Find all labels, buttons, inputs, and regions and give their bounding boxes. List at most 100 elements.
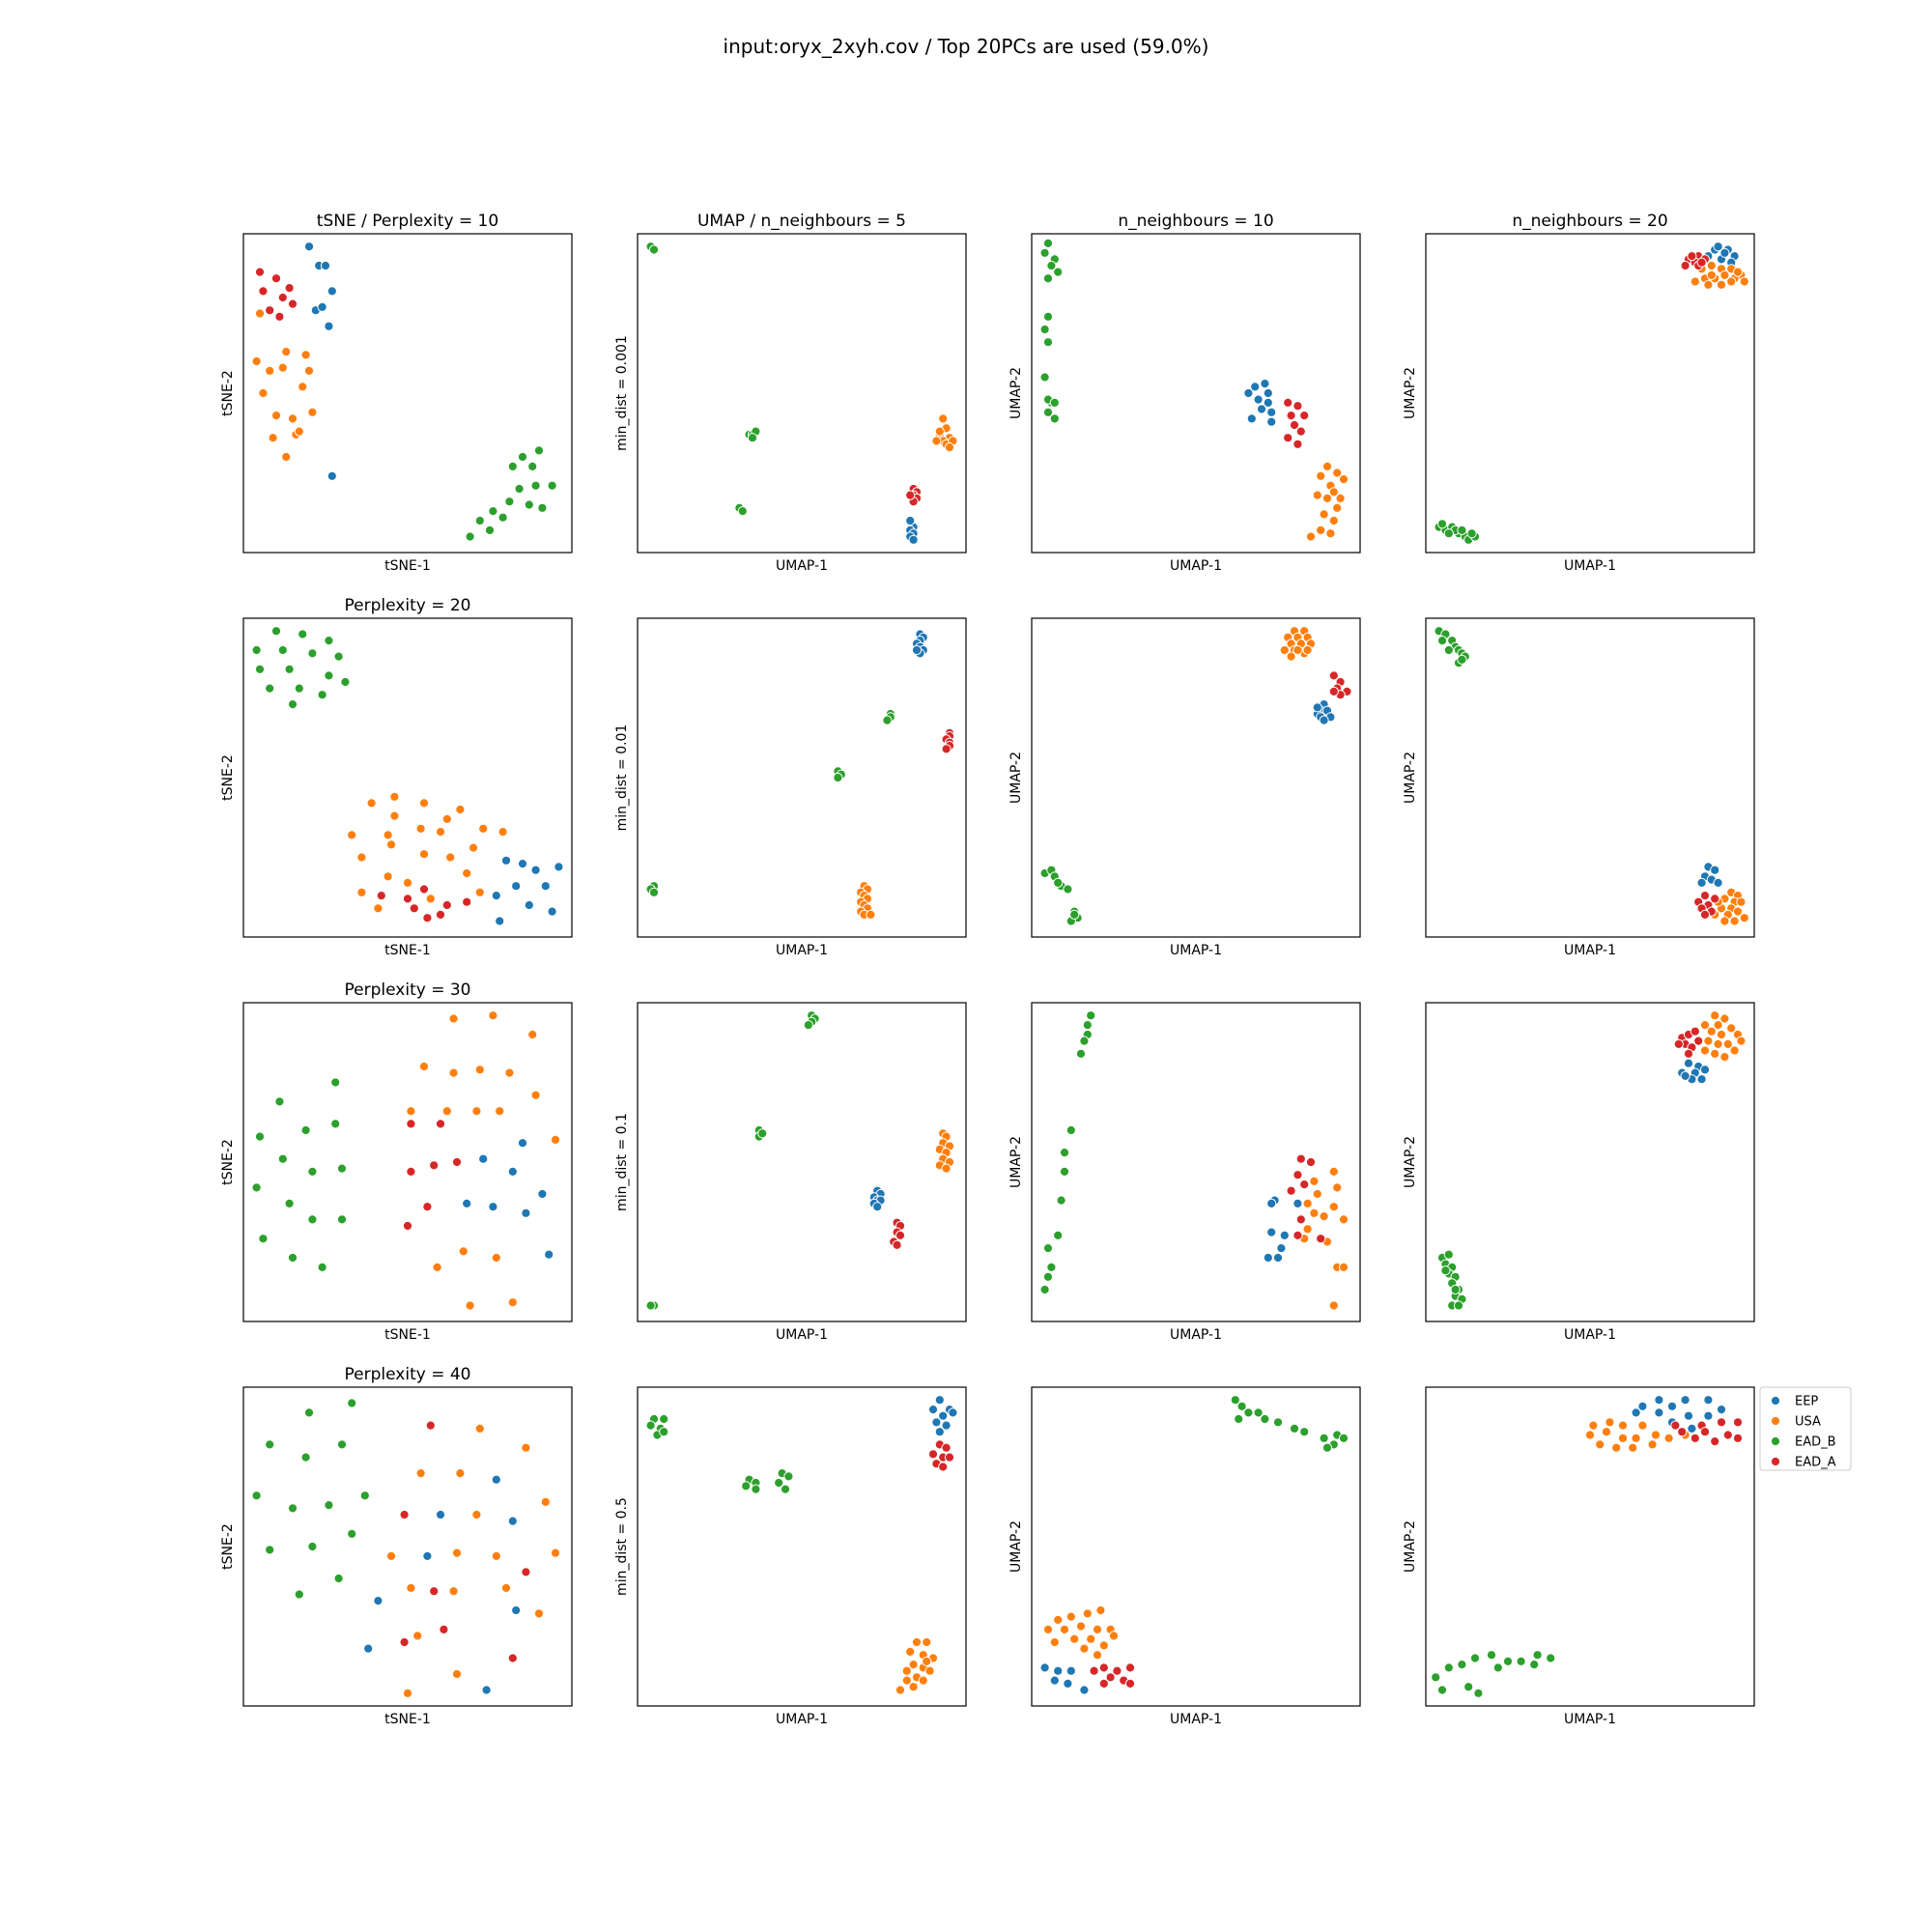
point-ead-a [927, 1449, 939, 1460]
point-usa [1588, 1420, 1599, 1431]
point-eep [1680, 1070, 1690, 1082]
point-ead-b [648, 244, 660, 255]
point-ead-b [254, 1131, 266, 1142]
point-ead-b [1443, 528, 1454, 539]
point-usa [474, 1423, 485, 1435]
y-axis-label: min_dist = 0.001 [614, 335, 630, 451]
point-ead-b [1056, 1195, 1066, 1206]
point-eep [317, 301, 327, 312]
point-usa [366, 798, 377, 809]
point-usa [1611, 1442, 1622, 1453]
x-axis-label: tSNE-1 [384, 1327, 431, 1343]
point-usa [1321, 461, 1333, 471]
point-ead-a [270, 273, 282, 284]
point-ead-b [336, 1439, 348, 1450]
point-eep [1079, 1685, 1090, 1695]
point-usa [908, 1660, 919, 1670]
plot-frame [1031, 1002, 1361, 1322]
point-usa [1335, 493, 1346, 504]
point-eep [1716, 1405, 1727, 1415]
point-usa [1079, 1643, 1090, 1654]
point-usa [1699, 1020, 1711, 1031]
point-usa [435, 827, 446, 838]
point-eep [1680, 1395, 1690, 1406]
point-ead-b [1065, 1124, 1076, 1136]
point-eep [524, 899, 534, 911]
point-usa [307, 407, 318, 417]
y-axis-label: UMAP-2 [1009, 367, 1024, 419]
point-ead-b [265, 683, 275, 694]
point-ead-b [1059, 1148, 1070, 1158]
point-ead-b [1502, 1656, 1514, 1666]
point-ead-a [1124, 1678, 1136, 1690]
point-ead-a [429, 1160, 440, 1171]
point-ead-a [1710, 1436, 1720, 1447]
x-axis-label: UMAP-1 [776, 943, 828, 958]
point-usa [412, 1631, 423, 1641]
point-usa [1328, 487, 1339, 497]
point-usa [1595, 1439, 1605, 1450]
point-usa [938, 413, 949, 424]
point-ead-b [751, 1484, 761, 1494]
point-eep [507, 1166, 518, 1178]
point-usa [1713, 1038, 1723, 1050]
point-usa [1302, 644, 1313, 656]
point-usa [1732, 906, 1744, 917]
point-ead-a [1722, 1430, 1733, 1440]
panel-1: tSNE / Perplexity = 10 tSNE-1 tSNE-2 [220, 212, 573, 574]
point-usa [474, 887, 485, 897]
point-usa [1098, 1640, 1109, 1651]
point-ead-a [1673, 1038, 1684, 1050]
point-ead-b [1053, 1230, 1064, 1241]
point-ead-b [1086, 1010, 1096, 1021]
point-eep [511, 1605, 522, 1616]
point-usa [1637, 1420, 1648, 1431]
point-usa [383, 871, 393, 882]
point-eep [435, 1509, 446, 1520]
point-ead-a [941, 1442, 952, 1453]
point-ead-b [833, 772, 843, 783]
point-ead-b [1042, 1243, 1054, 1254]
point-usa [1338, 1262, 1350, 1273]
plot-frame [637, 1386, 967, 1707]
panel-2: UMAP / n_neighbours = 5 UMAP-1 min_dist = … [614, 212, 967, 574]
x-axis-label: UMAP-1 [1170, 558, 1222, 574]
point-ead-b [307, 1166, 318, 1178]
point-usa [1719, 1013, 1730, 1024]
point-eep [1703, 1410, 1714, 1421]
point-eep [462, 1198, 472, 1209]
point-usa [1328, 515, 1339, 526]
point-ead-b [1042, 238, 1054, 248]
point-ead-b [265, 1439, 275, 1450]
point-eep [507, 1516, 518, 1526]
panel-grid: tSNE / Perplexity = 10 tSNE-1 tSNE-2 UMAP /… [220, 212, 1755, 1727]
point-usa [471, 1509, 482, 1520]
point-ead-a [1299, 411, 1310, 421]
point-ead-b [803, 1020, 813, 1031]
point-eep [1266, 1198, 1277, 1209]
point-eep [540, 881, 551, 892]
point-eep [872, 1202, 883, 1212]
point-usa [895, 1685, 906, 1695]
point-ead-b [1529, 1660, 1540, 1670]
point-eep [1696, 1074, 1707, 1085]
point-usa [300, 350, 311, 360]
point-usa [1729, 916, 1740, 926]
point-ead-b [1299, 1427, 1310, 1437]
y-axis-label: tSNE-2 [220, 754, 236, 801]
point-eep [931, 1417, 942, 1428]
point-usa [356, 852, 367, 863]
point-usa [944, 442, 955, 453]
panel-5: Perplexity = 20 tSNE-1 tSNE-2 [220, 596, 573, 958]
panel-title: n_neighbours = 20 [1512, 212, 1667, 231]
point-usa [491, 1252, 501, 1264]
point-ead-a [1283, 397, 1293, 408]
point-usa [1042, 1624, 1054, 1634]
point-ead-b [294, 683, 304, 694]
point-eep [491, 1474, 501, 1485]
point-usa [918, 1675, 928, 1686]
point-usa [1736, 1036, 1747, 1046]
point-usa [1722, 1038, 1733, 1050]
point-ead-b [251, 1491, 262, 1501]
point-ead-b [1466, 528, 1477, 539]
